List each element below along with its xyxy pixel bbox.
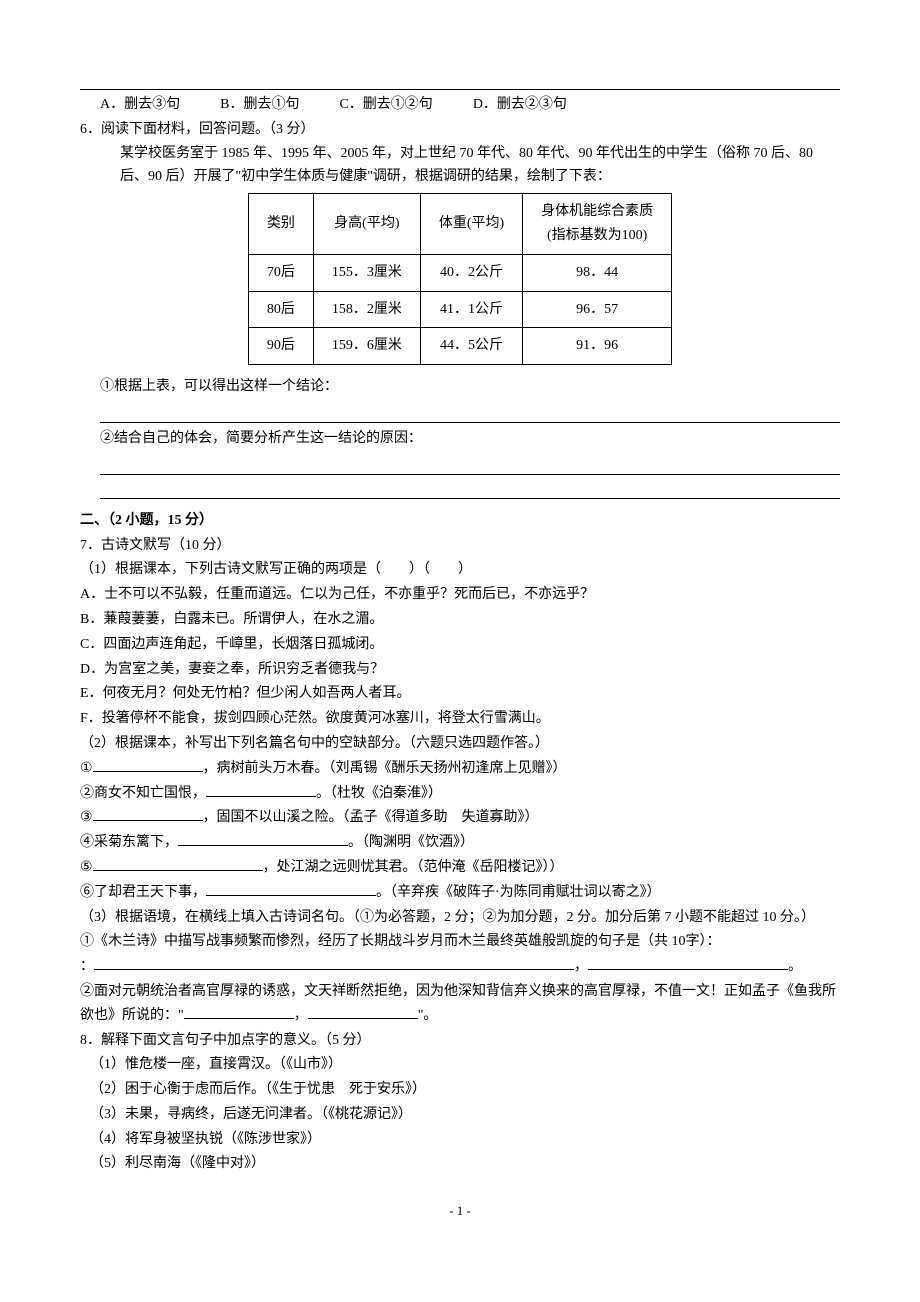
q8-3: （3）未果，寻病终，后遂无问津者。（《桃花源记》） bbox=[80, 1103, 840, 1127]
q6-sub1: ①根据上表，可以得出这样一个结论： bbox=[80, 375, 840, 399]
q7-prompt: 7．古诗文默写（10 分） bbox=[80, 534, 840, 558]
q7-opt-a: A．士不可以不弘毅，任重而道远。仁以为己任，不亦重乎？死而后已，不亦远乎？ bbox=[80, 583, 840, 607]
blank bbox=[588, 956, 788, 970]
q8-1: （1）惟危楼一座，直接霄汉。（《山市》） bbox=[80, 1053, 840, 1077]
q6-sub2: ②结合自己的体会，简要分析产生这一结论的原因： bbox=[80, 427, 840, 451]
q7-p2-6: ⑥了却君王天下事，。（辛弃疾《破阵子·为陈同甫赋壮词以寄之》） bbox=[80, 881, 840, 905]
q5-options: A．删去③句 B．删去①句 C．删去①②句 D．删去②③句 bbox=[80, 93, 840, 117]
th-category: 类别 bbox=[248, 194, 313, 255]
blank bbox=[206, 783, 316, 797]
q5-option-b: B．删去①句 bbox=[220, 93, 299, 117]
q7-opt-f: F．投箸停杯不能食，拔剑四顾心茫然。欲度黄河冰塞川，将登太行雪满山。 bbox=[80, 707, 840, 731]
q5-option-d: D．删去②③句 bbox=[473, 93, 567, 117]
c-80: 80后 bbox=[248, 291, 313, 328]
q6-sub2-blank2 bbox=[100, 483, 840, 499]
blank bbox=[206, 882, 376, 896]
q7-p2-5: ⑤，处江湖之远则忧其君。（范仲淹《岳阳楼记》）） bbox=[80, 856, 840, 880]
q7-opt-b: B．蒹葭萋萋，白露未已。所谓伊人，在水之湄。 bbox=[80, 608, 840, 632]
q7-opt-d: D．为宫室之美，妻妾之奉，所识穷乏者德我与？ bbox=[80, 658, 840, 682]
q7-p2-2: ②商女不知亡国恨，。（杜牧《泊秦淮》） bbox=[80, 782, 840, 806]
q6-paragraph: 某学校医务室于 1985 年、1995 年、2005 年，对上世纪 70 年代、… bbox=[80, 142, 840, 190]
blank bbox=[93, 758, 203, 772]
page-number: - 1 - bbox=[80, 1200, 840, 1222]
q7-p2-4: ④采菊东篱下，。（陶渊明《饮酒》） bbox=[80, 831, 840, 855]
q7-p3-1-blank: ：，。 bbox=[80, 955, 840, 979]
q6-sub1-blank bbox=[100, 407, 840, 423]
section-2-head: 二、（2 小题，15 分） bbox=[80, 509, 840, 533]
q6-prompt: 6．阅读下面材料，回答问题。（3 分） bbox=[80, 118, 840, 142]
q8-2: （2）困于心衡于虑而后作。（《生于忧患 死于安乐》） bbox=[80, 1078, 840, 1102]
blank bbox=[93, 807, 203, 821]
blank bbox=[178, 832, 348, 846]
q5-option-a: A．删去③句 bbox=[100, 93, 180, 117]
th-weight: 体重(平均) bbox=[420, 194, 522, 255]
blank bbox=[184, 1005, 294, 1019]
top-rule bbox=[80, 70, 840, 90]
th-height: 身高(平均) bbox=[313, 194, 420, 255]
q6-sub2-blank1 bbox=[100, 459, 840, 475]
q7-p1: （1）根据课本，下列古诗文默写正确的两项是（ ）（ ） bbox=[80, 558, 840, 582]
q7-p3-1: ①《木兰诗》中描写战事频繁而惨烈，经历了长期战斗岁月而木兰最终英雄般凯旋的句子是… bbox=[80, 930, 840, 954]
q7-p2: （2）根据课本，补写出下列名篇名句中的空缺部分。（六题只选四题作答。） bbox=[80, 732, 840, 756]
q8-4: （4）将军身被坚执锐（《陈涉世家》） bbox=[80, 1128, 840, 1152]
th-fitness: 身体机能综合素质 (指标基数为100) bbox=[523, 194, 672, 255]
blank bbox=[308, 1005, 418, 1019]
q7-p2-3: ③，固国不以山溪之险。（孟子《得道多助 失道寡助》） bbox=[80, 806, 840, 830]
q7-p2-1: ①，病树前头万木春。（刘禹锡《酬乐天扬州初逢席上见赠》） bbox=[80, 757, 840, 781]
q7-p3: （3）根据语境，在横线上填入古诗词名句。（①为必答题，2 分；②为加分题，2 分… bbox=[80, 906, 840, 930]
blank bbox=[94, 956, 574, 970]
q8-5: （5）利尽南海（《隆中对》） bbox=[80, 1152, 840, 1176]
q7-p3-2: ②面对元朝统治者高官厚禄的诱惑，文天祥断然拒绝，因为他深知背信弃义换来的高官厚禄… bbox=[80, 980, 840, 1028]
q5-option-c: C．删去①②句 bbox=[339, 93, 432, 117]
q8-prompt: 8．解释下面文言句子中加点字的意义。（5 分） bbox=[80, 1029, 840, 1053]
blank bbox=[93, 857, 263, 871]
q7-opt-c: C．四面边声连角起，千嶂里，长烟落日孤城闭。 bbox=[80, 633, 840, 657]
c-70: 70后 bbox=[248, 254, 313, 291]
q6-table: 类别 身高(平均) 体重(平均) 身体机能综合素质 (指标基数为100) 70后… bbox=[248, 193, 672, 365]
c-90: 90后 bbox=[248, 328, 313, 365]
q7-opt-e: E．何夜无月？何处无竹柏？但少闲人如吾两人者耳。 bbox=[80, 682, 840, 706]
